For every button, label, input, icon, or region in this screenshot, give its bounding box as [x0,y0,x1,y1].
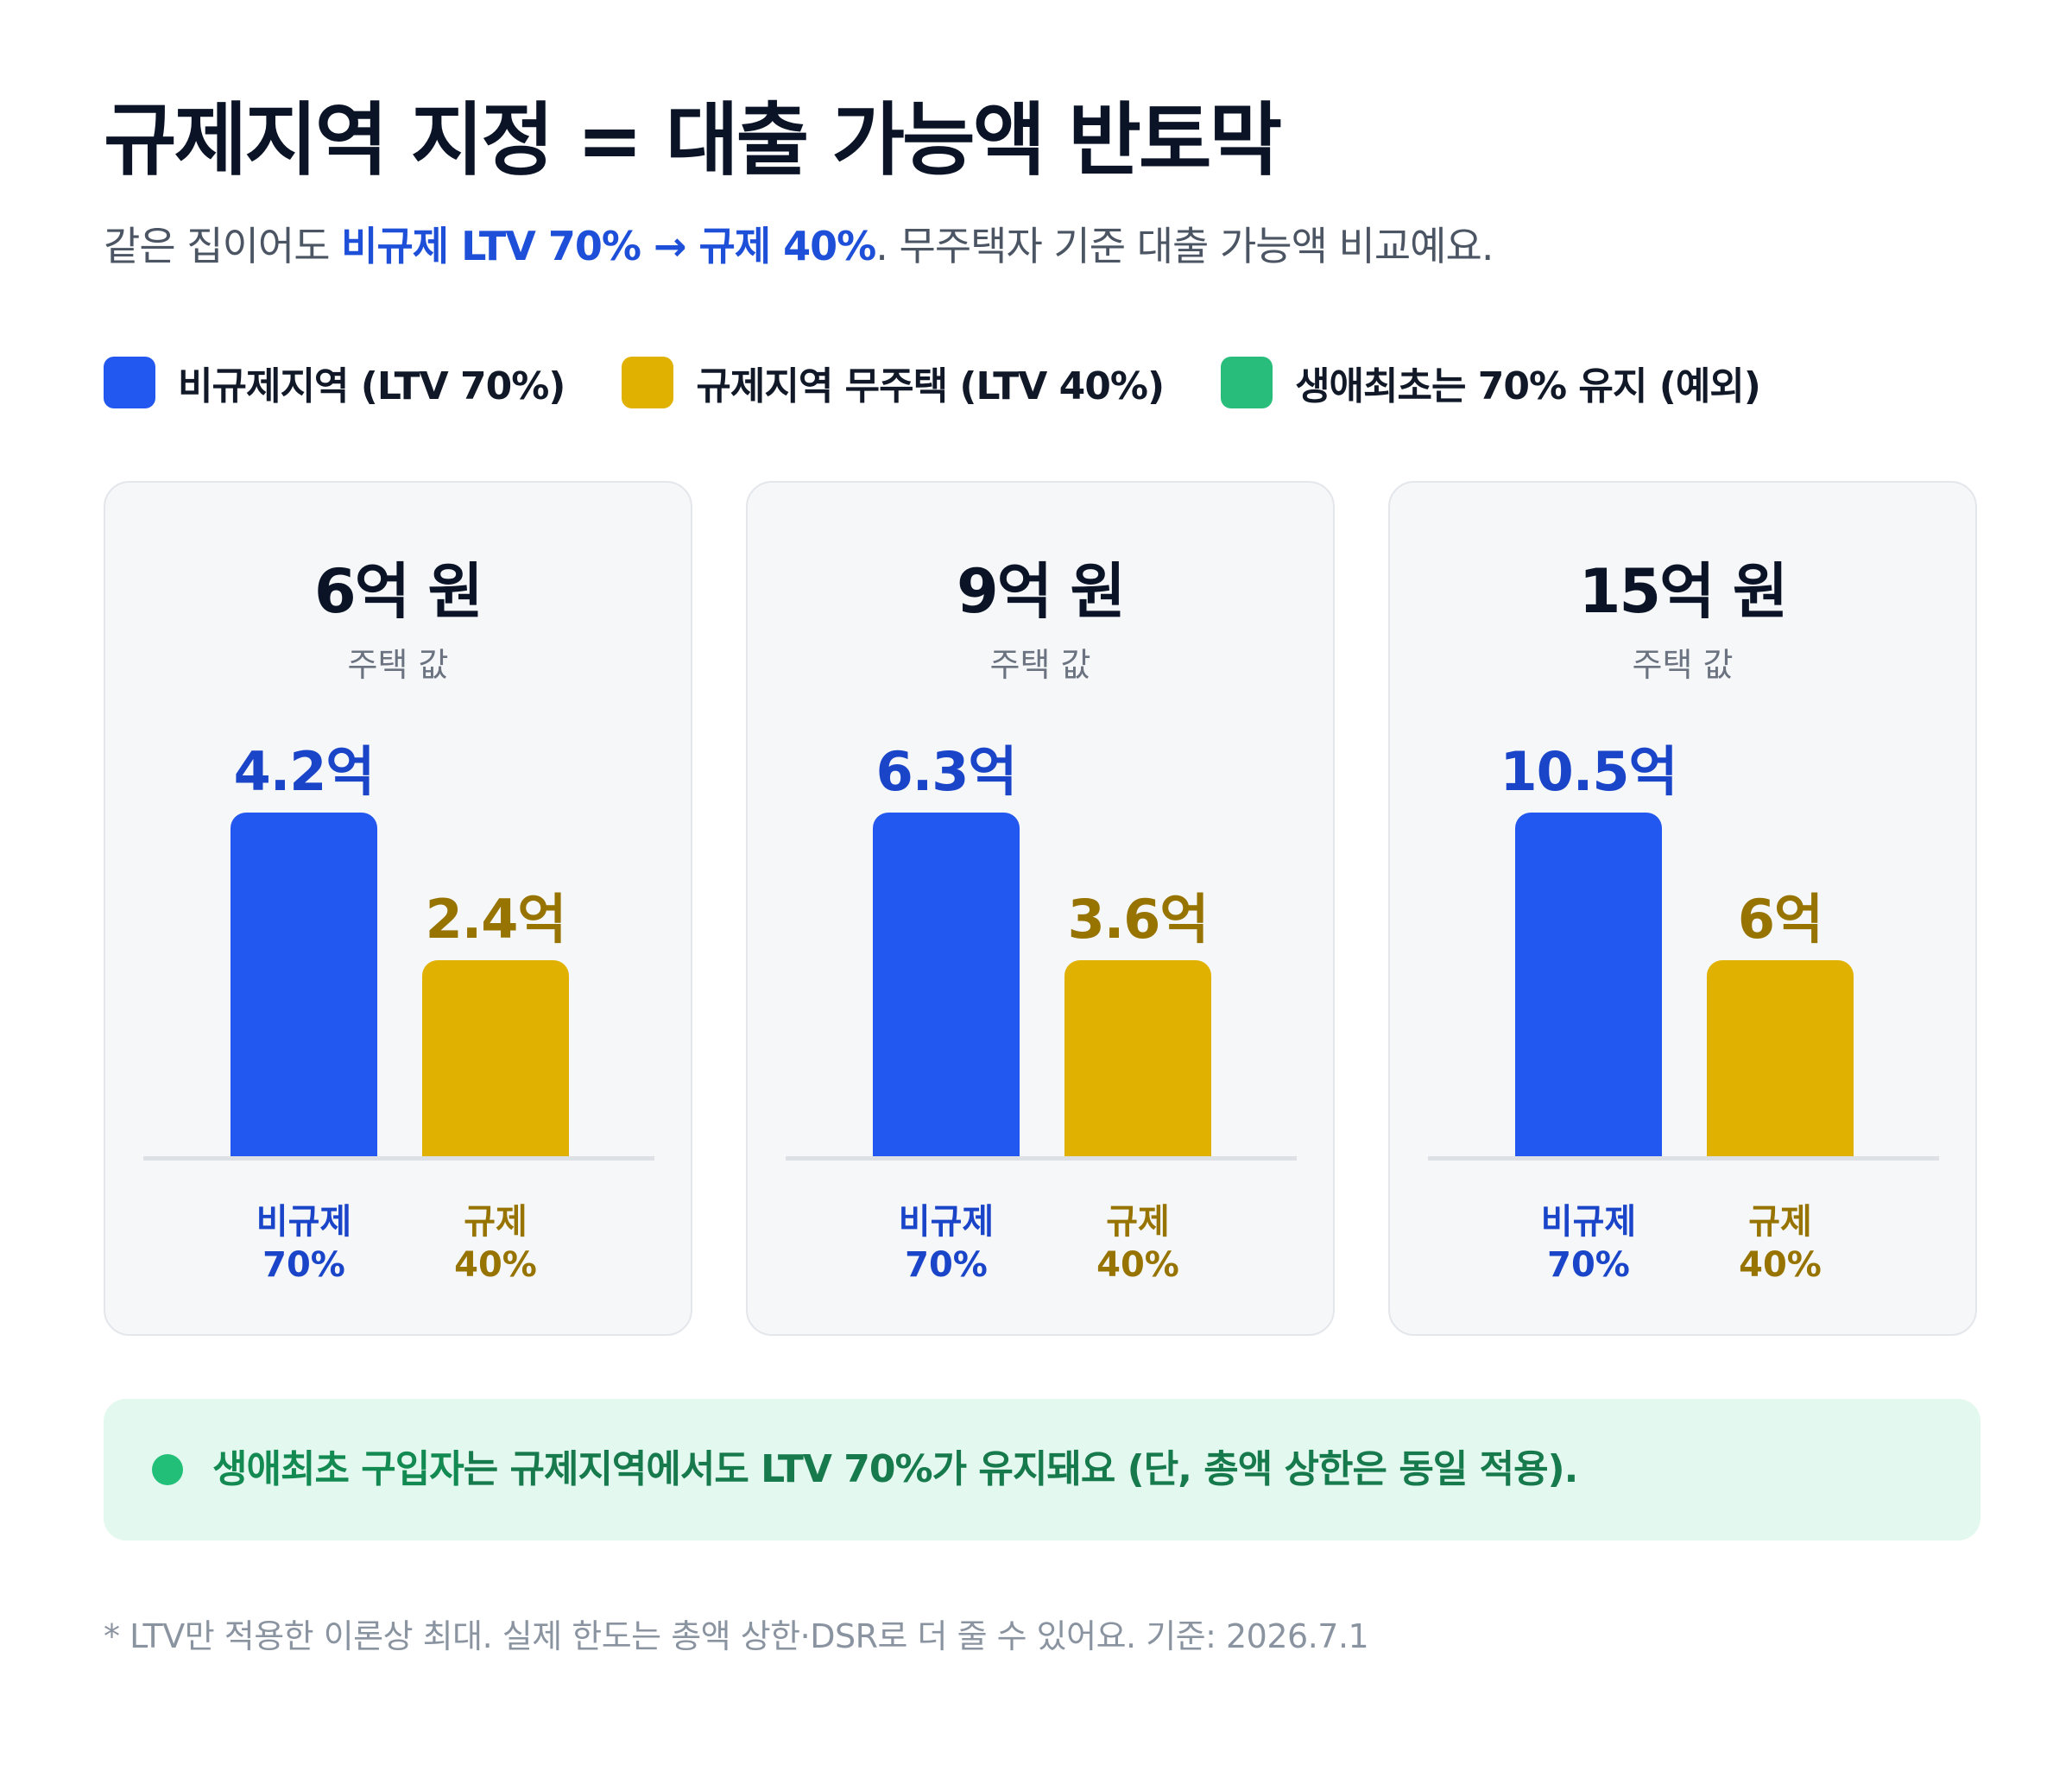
category-label-regulated: 규제 [1106,1202,1170,1242]
value-label-regulated: 3.6억 [1067,888,1210,951]
legend-swatch-first-time [1221,357,1273,408]
subtitle-text-post: . 무주택자 기준 대출 가능액 비교예요. [875,223,1494,269]
subtitle-text-pre: 같은 집이어도 [104,223,342,269]
chart-baseline [143,1156,654,1161]
category-label-regulated: 규제 [464,1202,527,1242]
bar-regulated [422,960,569,1156]
category-label-regulated: 규제 [1748,1202,1812,1242]
ltv-label-regulated: 40% [454,1245,537,1285]
category-label-unregulated: 비규제 [1540,1202,1637,1242]
note-text: 생애최초 구입자는 규제지역에서도 LTV 70%가 유지돼요 (단, 총액 상… [212,1399,1579,1540]
bar-unregulated [1515,813,1662,1156]
ltv-label-regulated: 40% [1096,1245,1179,1285]
legend-item-unregulated: 비규제지역 (LTV 70%) [104,355,565,410]
legend-swatch-unregulated [104,357,155,408]
legend-label-regulated: 규제지역 무주택 (LTV 40%) [696,364,1165,408]
note-rest: 는 규제지역에서도 LTV 70%가 유지돼요 (단, 총액 상한은 동일 적용… [463,1447,1579,1491]
value-label-regulated: 2.4억 [425,888,567,951]
bar-regulated [1064,960,1211,1156]
note-dot-icon [152,1454,183,1485]
value-label-unregulated: 6.3억 [875,740,1018,803]
panel-title: 15억 원 [1578,556,1789,627]
ltv-label-unregulated: 70% [262,1245,345,1285]
page-title: 규제지역 지정 = 대출 가능액 반토막 [104,94,1282,187]
value-label-unregulated: 10.5억 [1500,740,1677,803]
panel-subtitle: 주택 값 [347,646,449,684]
ltv-label-regulated: 40% [1739,1245,1822,1285]
bar-unregulated [873,813,1020,1156]
subtitle-highlight: 비규제 LTV 70% → 규제 40% [341,223,876,269]
legend-swatch-regulated [622,357,674,408]
legend-item-first-time: 생애최초는 70% 유지 (예외) [1221,355,1761,410]
first-time-buyer-note: 생애최초 구입자는 규제지역에서도 LTV 70%가 유지돼요 (단, 총액 상… [104,1399,1980,1540]
note-strong: 생애최초 구입자 [212,1447,464,1491]
value-label-unregulated: 4.2억 [233,740,376,803]
panel-subtitle: 주택 값 [1632,646,1734,684]
page-subtitle: 같은 집이어도 비규제 LTV 70% → 규제 40%. 무주택자 기준 대출… [104,223,1494,270]
panel-subtitle: 주택 값 [989,646,1091,684]
category-label-unregulated: 비규제 [898,1202,995,1242]
legend: 비규제지역 (LTV 70%) 규제지역 무주택 (LTV 40%) 생애최초는… [104,357,1817,408]
legend-label-first-time: 생애최초는 70% 유지 (예외) [1295,364,1761,408]
ltv-label-unregulated: 70% [1547,1245,1630,1285]
legend-item-regulated: 규제지역 무주택 (LTV 40%) [622,355,1165,410]
bar-regulated [1707,960,1854,1156]
chart-baseline [786,1156,1297,1161]
category-label-unregulated: 비규제 [256,1202,352,1242]
panel-title: 6억 원 [314,556,483,627]
value-label-regulated: 6억 [1737,888,1823,951]
chart-baseline [1428,1156,1939,1161]
legend-label-unregulated: 비규제지역 (LTV 70%) [178,364,565,408]
footnote: * LTV만 적용한 이론상 최대. 실제 한도는 총액 상한·DSR로 더 줄… [104,1617,1369,1655]
bar-unregulated [231,813,377,1156]
ltv-label-unregulated: 70% [905,1245,988,1285]
panel-title: 9억 원 [957,556,1126,627]
